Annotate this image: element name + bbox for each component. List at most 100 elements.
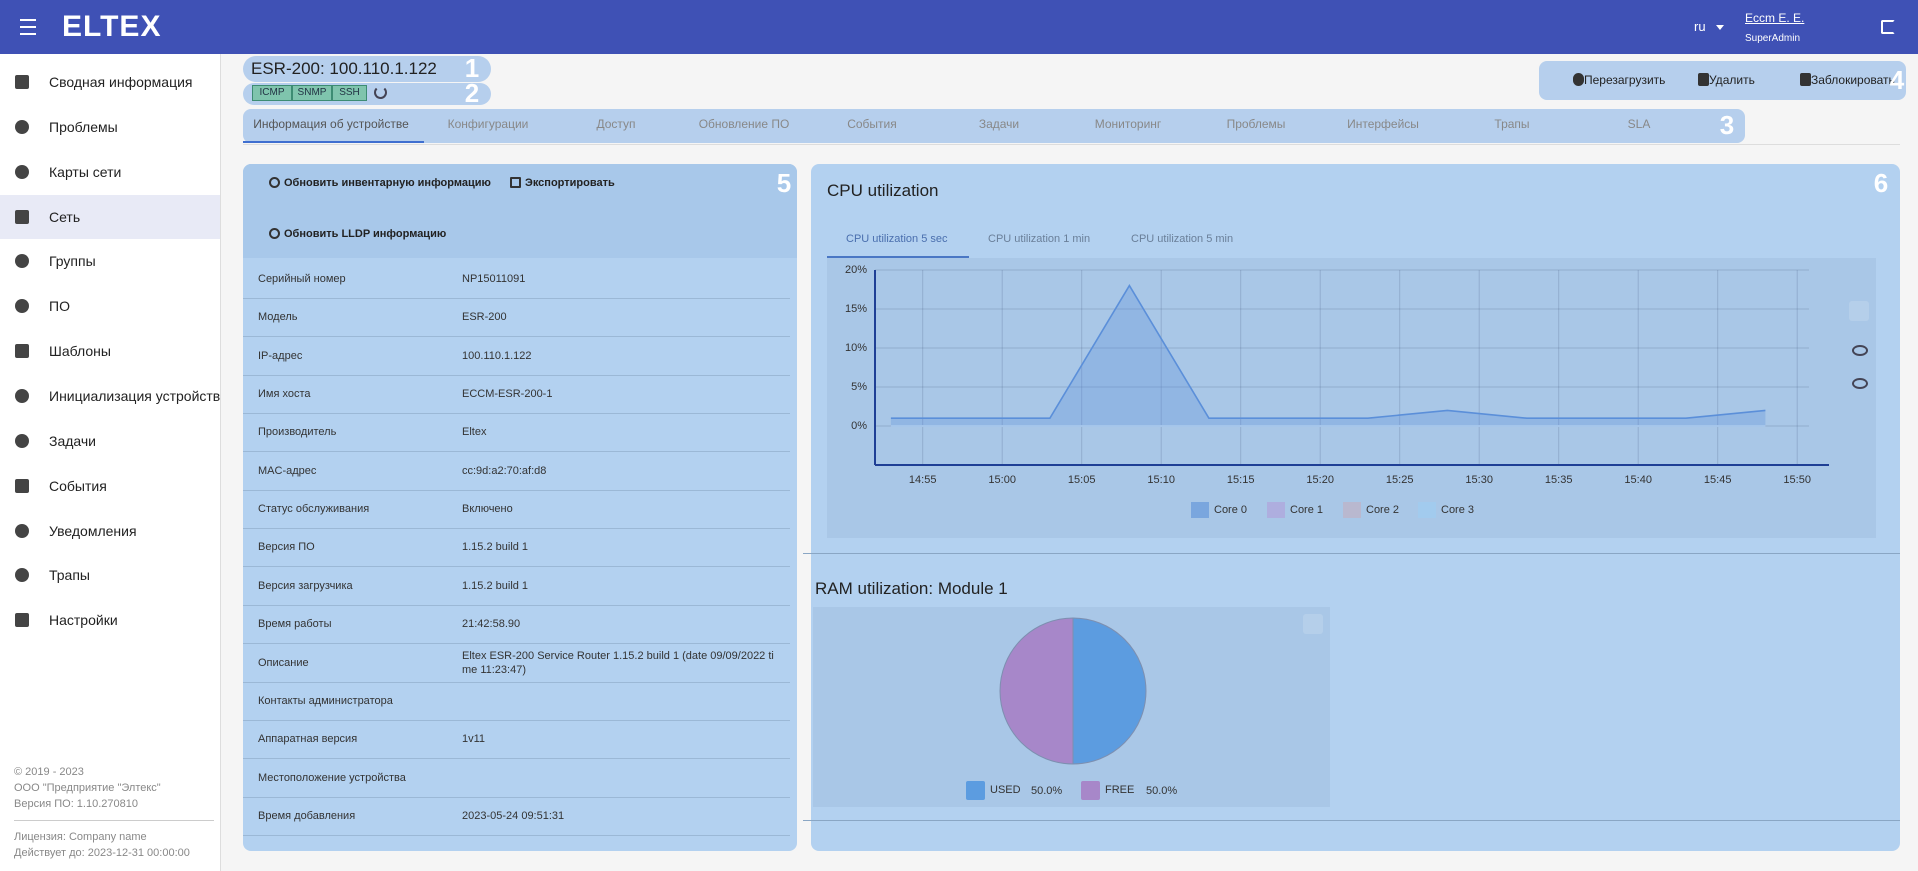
tab[interactable]: Обновление ПО bbox=[698, 117, 790, 131]
active-tab-underline bbox=[243, 141, 424, 143]
nav-item[interactable]: Группы bbox=[49, 253, 96, 270]
panel-button[interactable]: Экспортировать bbox=[525, 177, 615, 189]
refresh-icon[interactable] bbox=[374, 86, 387, 99]
nav-item[interactable]: Уведомления bbox=[49, 522, 137, 539]
nav-icon bbox=[15, 119, 29, 134]
row-divider bbox=[243, 374, 790, 376]
cpu-title: CPU utilization bbox=[827, 181, 939, 200]
nav-item[interactable]: Инициализация устройств bbox=[49, 387, 221, 404]
nav-item[interactable]: Шаблоны bbox=[49, 343, 111, 360]
nav-icon bbox=[15, 478, 29, 493]
nav-item[interactable]: Сеть bbox=[49, 208, 81, 225]
row-divider bbox=[243, 604, 790, 606]
footer-divider bbox=[14, 820, 214, 821]
active-item-bg bbox=[0, 195, 220, 239]
menu-box[interactable] bbox=[1849, 301, 1869, 321]
marker-number: 3 bbox=[1719, 110, 1735, 140]
chart-tab[interactable]: CPU utilization 1 min bbox=[988, 233, 1091, 245]
footer-text: © 2019 - 2023 bbox=[14, 766, 84, 778]
nav-icon bbox=[15, 344, 29, 359]
marker-number: 5 bbox=[776, 168, 792, 198]
footer-text: Лицензия: Company name bbox=[14, 831, 147, 843]
tab[interactable]: SLA bbox=[1627, 117, 1651, 131]
nav-icon bbox=[15, 209, 29, 224]
row-label: Описание bbox=[258, 656, 309, 669]
tab[interactable]: Мониторинг bbox=[1094, 117, 1162, 131]
language-select[interactable]: ru bbox=[1694, 19, 1706, 34]
info-panel bbox=[243, 164, 797, 851]
action-icon bbox=[1573, 73, 1584, 86]
sidebar bbox=[0, 54, 221, 871]
row-value: 1.15.2 build 1 bbox=[462, 541, 529, 554]
row-divider bbox=[243, 298, 790, 299]
highlight-3 bbox=[243, 109, 1745, 143]
nav-item[interactable]: Настройки bbox=[49, 612, 118, 629]
action-button[interactable]: Перезагрузить bbox=[1584, 73, 1666, 87]
tab[interactable]: Доступ bbox=[596, 117, 636, 131]
row-label: Имя хоста bbox=[258, 388, 311, 401]
logout-icon[interactable] bbox=[1881, 20, 1895, 34]
row-value: 1.15.2 build 1 bbox=[462, 579, 529, 592]
row-label: Модель bbox=[258, 311, 298, 324]
menu-button[interactable] bbox=[12, 12, 44, 44]
protocol-tag: SSH bbox=[332, 85, 367, 101]
ram-title: RAM utilization: Module 1 bbox=[815, 579, 1008, 598]
panel-button[interactable]: Обновить LLDP информацию bbox=[284, 228, 447, 240]
highlight-1 bbox=[243, 56, 491, 82]
nav-item[interactable]: Проблемы bbox=[49, 118, 118, 135]
marker-number: 1 bbox=[464, 53, 480, 83]
protocol-tag: SNMP bbox=[292, 85, 332, 101]
tab[interactable]: Информация об устройстве bbox=[253, 117, 409, 131]
row-divider bbox=[243, 796, 790, 798]
cpu-plot-bg bbox=[827, 258, 1876, 538]
action-button[interactable]: Заблокировать bbox=[1811, 73, 1895, 87]
panel-button[interactable]: Обновить инвентарную информацию bbox=[284, 177, 491, 189]
menu-icon-line bbox=[20, 26, 36, 28]
device-title: ESR-200: 100.110.1.122 bbox=[251, 59, 437, 78]
menu-box[interactable] bbox=[1303, 614, 1323, 634]
chart-tab[interactable]: CPU utilization 5 min bbox=[1131, 233, 1234, 245]
row-label: Аппаратная версия bbox=[258, 733, 358, 746]
eye-icon[interactable] bbox=[1852, 345, 1868, 356]
tab[interactable]: Трапы bbox=[1494, 117, 1530, 131]
row-divider bbox=[243, 834, 790, 836]
row-divider bbox=[243, 719, 790, 721]
nav-item[interactable]: Трапы bbox=[49, 567, 90, 584]
action-button[interactable]: Удалить bbox=[1709, 73, 1755, 87]
row-label: Производитель bbox=[258, 426, 337, 439]
nav-icon bbox=[15, 523, 29, 538]
footer-text: Версия ПО: 1.10.270810 bbox=[14, 798, 138, 810]
nav-item[interactable]: События bbox=[49, 477, 107, 494]
tab[interactable]: Задачи bbox=[978, 117, 1020, 131]
user-name[interactable]: Eccm E. E. bbox=[1745, 11, 1805, 25]
row-value: cc:9d:a2:70:af:d8 bbox=[462, 464, 547, 477]
tab[interactable]: Конфигурации bbox=[447, 117, 529, 131]
nav-icon bbox=[15, 75, 29, 89]
panel-divider bbox=[803, 553, 1900, 554]
nav-item[interactable]: Задачи bbox=[49, 432, 97, 449]
row-divider bbox=[243, 758, 790, 760]
nav-icon bbox=[15, 433, 29, 448]
tab[interactable]: События bbox=[847, 117, 897, 131]
chart-tab[interactable]: CPU utilization 5 sec bbox=[846, 233, 948, 245]
action-icon bbox=[1698, 73, 1709, 86]
row-label: Местоположение устройства bbox=[258, 771, 406, 784]
nav-item[interactable]: ПО bbox=[49, 298, 70, 315]
row-value: Eltex bbox=[462, 426, 487, 439]
tab[interactable]: Интерфейсы bbox=[1347, 117, 1419, 131]
row-label: Серийный номер bbox=[258, 273, 346, 285]
row-label: Время работы bbox=[258, 618, 332, 631]
row-label: Версия ПО bbox=[258, 541, 315, 554]
tab[interactable]: Проблемы bbox=[1226, 117, 1286, 131]
panel-divider bbox=[803, 820, 1900, 821]
row-label: Контакты администратора bbox=[258, 694, 393, 707]
row-label: IP-адрес bbox=[258, 349, 303, 362]
footer-text: ООО "Предприятие "Элтекс" bbox=[14, 782, 161, 794]
nav-item[interactable]: Карты сети bbox=[49, 163, 122, 180]
nav-item[interactable]: Сводная информация bbox=[49, 74, 193, 90]
row-value: ECCM-ESR-200-1 bbox=[462, 388, 553, 401]
eye-off-icon[interactable] bbox=[1852, 378, 1868, 389]
row-value: ESR-200 bbox=[462, 311, 507, 324]
button-icon bbox=[269, 177, 280, 188]
